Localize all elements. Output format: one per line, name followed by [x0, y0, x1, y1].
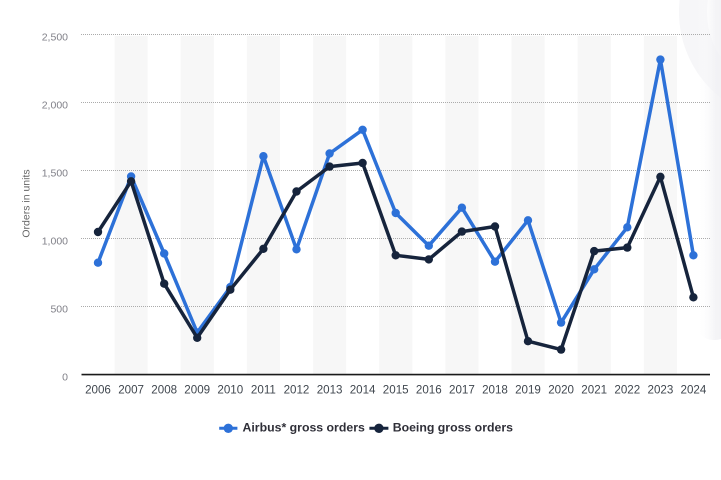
svg-text:1,500: 1,500: [42, 167, 68, 179]
svg-text:2020: 2020: [548, 384, 574, 397]
svg-text:2021: 2021: [581, 384, 607, 397]
svg-text:2,000: 2,000: [42, 100, 68, 112]
svg-text:2017: 2017: [449, 384, 475, 397]
svg-text:2019: 2019: [515, 384, 541, 397]
svg-text:2011: 2011: [251, 384, 276, 397]
svg-text:2015: 2015: [383, 384, 409, 397]
svg-text:2006: 2006: [85, 384, 111, 397]
svg-text:Boeing gross orders: Boeing gross orders: [393, 420, 513, 434]
svg-text:2007: 2007: [118, 384, 144, 397]
svg-text:2012: 2012: [284, 384, 310, 397]
svg-text:2,500: 2,500: [42, 32, 68, 44]
svg-text:2009: 2009: [184, 384, 210, 397]
svg-text:0: 0: [62, 371, 68, 383]
svg-text:2023: 2023: [648, 384, 674, 397]
svg-text:2010: 2010: [217, 384, 243, 397]
svg-text:Orders in units: Orders in units: [21, 169, 33, 237]
svg-text:2016: 2016: [416, 384, 442, 397]
svg-text:2014: 2014: [350, 384, 376, 397]
svg-text:2018: 2018: [482, 384, 508, 397]
svg-text:2008: 2008: [151, 384, 177, 397]
svg-text:2013: 2013: [317, 384, 343, 397]
svg-text:2022: 2022: [614, 384, 640, 397]
svg-text:1,000: 1,000: [42, 235, 68, 247]
svg-text:500: 500: [50, 303, 68, 315]
svg-text:Airbus* gross orders: Airbus* gross orders: [243, 420, 365, 434]
svg-text:2024: 2024: [681, 384, 707, 397]
